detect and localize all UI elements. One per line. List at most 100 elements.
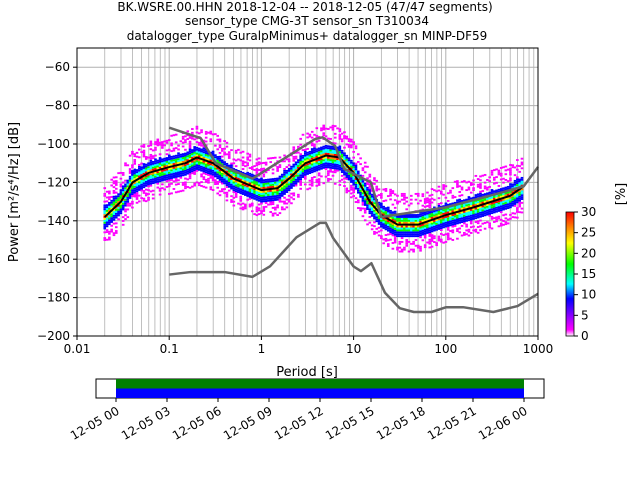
density-cell xyxy=(200,148,203,151)
density-cell xyxy=(119,202,123,205)
density-cell xyxy=(200,175,203,178)
density-cell xyxy=(499,209,503,212)
density-cell xyxy=(151,160,155,163)
density-cell xyxy=(405,208,409,211)
density-cell xyxy=(170,178,173,181)
density-cell xyxy=(373,198,376,201)
density-cell xyxy=(290,181,293,184)
density-cell xyxy=(479,192,482,195)
density-cell xyxy=(389,192,392,195)
density-cell xyxy=(444,210,448,213)
density-cell xyxy=(333,167,337,170)
density-cell xyxy=(384,212,388,215)
density-cell xyxy=(463,222,466,225)
density-cell xyxy=(472,183,475,186)
density-cell xyxy=(398,221,402,224)
density-cell xyxy=(121,189,125,192)
density-cell xyxy=(458,191,462,193)
density-cell xyxy=(363,196,367,199)
density-cell xyxy=(439,221,443,224)
density-cell xyxy=(292,165,296,168)
density-cell xyxy=(276,189,279,192)
density-cell xyxy=(165,160,169,163)
density-cell xyxy=(479,202,482,205)
density-cell xyxy=(403,217,406,220)
density-cell xyxy=(156,186,160,189)
density-cell xyxy=(463,233,466,236)
density-cell xyxy=(499,218,503,221)
density-cell xyxy=(170,175,173,178)
density-cell xyxy=(382,207,385,210)
density-cell xyxy=(410,216,413,218)
density-cell xyxy=(283,183,286,186)
density-cell xyxy=(370,195,374,198)
density-cell xyxy=(368,196,372,199)
density-cell xyxy=(474,230,478,233)
density-cell xyxy=(499,222,503,225)
density-cell xyxy=(398,240,402,243)
density-cell xyxy=(138,171,141,174)
density-cell xyxy=(317,139,321,142)
density-cell xyxy=(246,187,249,190)
density-cell xyxy=(472,225,475,228)
density-cell xyxy=(204,178,208,181)
density-cell xyxy=(184,141,187,144)
density-cell xyxy=(216,159,219,162)
density-cell xyxy=(287,158,291,161)
density-cell xyxy=(479,179,482,182)
density-cell xyxy=(433,241,436,243)
density-cell xyxy=(278,164,282,167)
density-cell xyxy=(359,195,362,198)
density-cell xyxy=(504,169,508,172)
density-cell xyxy=(269,180,273,183)
density-cell xyxy=(382,242,385,245)
density-cell xyxy=(138,173,141,176)
density-cell xyxy=(308,133,312,136)
density-cell xyxy=(301,154,305,157)
density-cell xyxy=(465,181,468,184)
density-cell xyxy=(211,152,215,155)
density-cell xyxy=(287,189,291,192)
density-cell xyxy=(458,221,462,224)
density-cell xyxy=(292,175,296,178)
density-cell xyxy=(267,199,270,202)
density-cell xyxy=(280,191,284,193)
density-cell xyxy=(184,148,187,151)
density-cell xyxy=(108,203,111,206)
density-cell xyxy=(156,140,160,143)
density-cell xyxy=(393,229,397,232)
density-cell xyxy=(191,172,194,175)
density-cell xyxy=(479,194,482,197)
density-cell xyxy=(310,153,314,156)
density-cell xyxy=(112,195,116,198)
density-cell xyxy=(492,190,496,193)
density-cell xyxy=(287,168,291,170)
density-cell xyxy=(218,140,222,143)
density-cell xyxy=(306,171,309,173)
density-cell xyxy=(333,132,337,135)
density-cell xyxy=(469,182,473,184)
density-cell xyxy=(488,207,491,210)
density-cell xyxy=(315,154,319,157)
density-cell xyxy=(338,128,342,131)
density-cell xyxy=(435,209,438,212)
density-cell xyxy=(313,166,316,169)
density-cell xyxy=(352,150,355,153)
density-cell xyxy=(184,181,187,184)
density-cell xyxy=(382,213,385,216)
density-cell xyxy=(184,169,187,172)
density-cell xyxy=(412,233,415,236)
title-line-1: BK.WSRE.00.HHN 2018-12-04 -- 2018-12-05 … xyxy=(117,0,492,14)
density-cell xyxy=(331,174,335,177)
density-cell xyxy=(430,222,434,225)
density-cell xyxy=(126,183,130,186)
density-cell xyxy=(446,192,450,195)
density-cell xyxy=(299,153,302,156)
density-cell xyxy=(435,222,438,225)
density-cell xyxy=(292,157,296,160)
density-cell xyxy=(117,208,120,211)
density-cell xyxy=(207,164,210,167)
density-cell xyxy=(144,163,148,166)
density-cell xyxy=(338,164,342,167)
density-cell xyxy=(170,177,173,179)
